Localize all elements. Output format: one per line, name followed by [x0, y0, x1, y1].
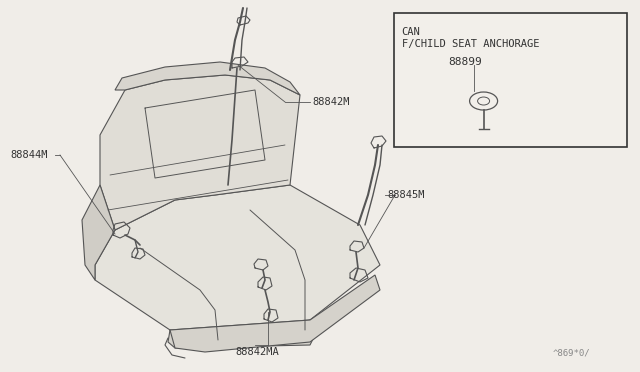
Polygon shape — [100, 75, 300, 230]
Text: 88844M: 88844M — [10, 150, 47, 160]
Text: F/CHILD SEAT ANCHORAGE: F/CHILD SEAT ANCHORAGE — [402, 39, 539, 49]
Text: 88842MA: 88842MA — [235, 347, 279, 357]
Polygon shape — [115, 62, 300, 95]
Text: 88899: 88899 — [449, 57, 483, 67]
Text: 88842M: 88842M — [312, 97, 349, 107]
Text: CAN: CAN — [402, 27, 420, 37]
Polygon shape — [95, 185, 380, 348]
Polygon shape — [168, 320, 315, 348]
Polygon shape — [82, 185, 115, 280]
Text: ^869*0/: ^869*0/ — [552, 349, 590, 358]
Polygon shape — [170, 275, 380, 352]
Text: 88845M: 88845M — [387, 190, 424, 200]
Bar — [394, 13, 627, 147]
